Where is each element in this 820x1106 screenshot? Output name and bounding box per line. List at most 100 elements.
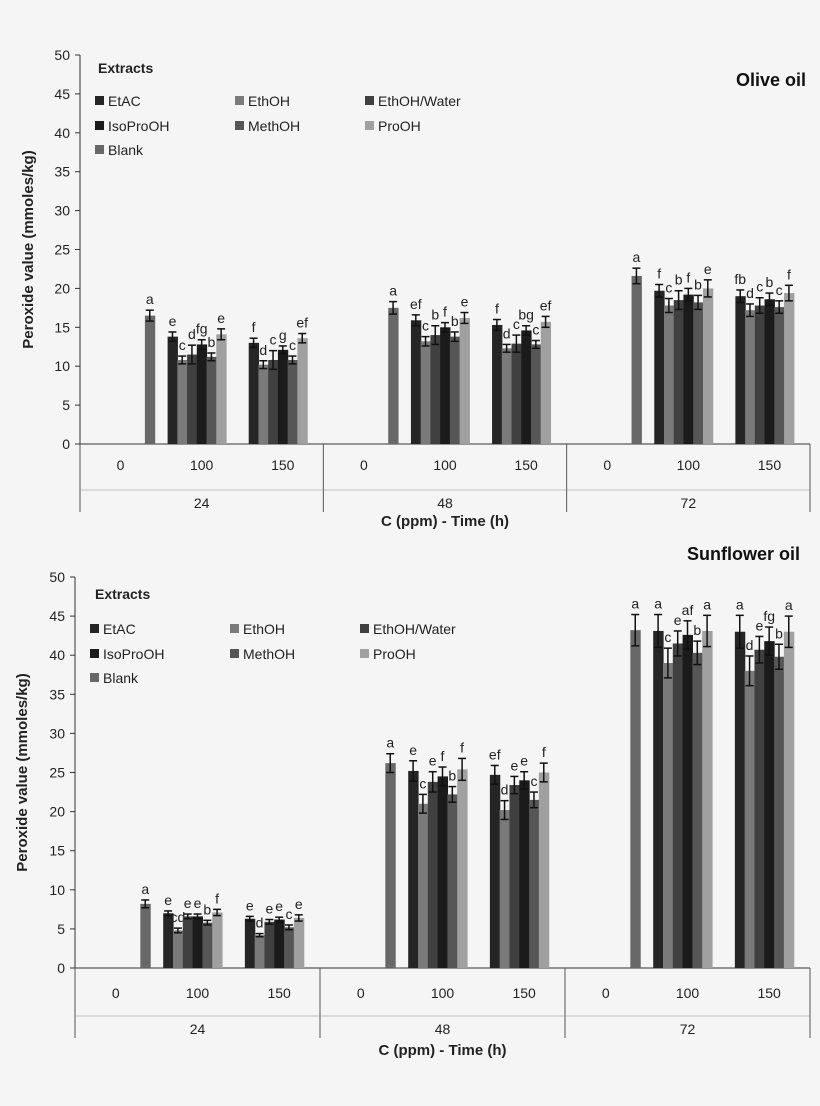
significance-letter: a xyxy=(146,291,154,307)
significance-letter: c xyxy=(419,775,426,791)
legend-label: IsoProOH xyxy=(103,646,164,662)
chart-2: 0 5 10 15 20 25 30 35 40 45 50 Peroxide value (mmol… xyxy=(14,544,811,1059)
significance-letter: fg xyxy=(763,608,775,624)
bar-ethoh-water xyxy=(754,649,765,968)
bar-isoprooh xyxy=(274,919,285,968)
significance-letter: e xyxy=(169,313,177,329)
bar-ethoh xyxy=(663,663,674,968)
significance-letter: f xyxy=(657,266,661,282)
significance-letter: c xyxy=(776,282,783,298)
legend-swatch xyxy=(360,624,369,633)
bar-ethoh xyxy=(177,359,188,444)
bar-prooh xyxy=(212,912,223,968)
significance-letter: a xyxy=(703,596,711,612)
significance-letter: c xyxy=(289,337,296,353)
significance-letter: e xyxy=(275,898,283,914)
significance-letter: fg xyxy=(196,321,208,337)
significance-letter: e xyxy=(674,612,682,628)
bar-prooh xyxy=(783,631,795,968)
significance-letter: e xyxy=(429,753,437,769)
significance-letter: c xyxy=(756,279,763,295)
bar-prooh xyxy=(293,917,305,968)
y-tick-label: 15 xyxy=(49,843,65,859)
bar-etac xyxy=(489,774,501,968)
y-tick-label: 45 xyxy=(54,86,70,102)
bar-ethoh-water xyxy=(672,643,684,968)
legend-swatch xyxy=(230,624,239,633)
y-tick-label: 25 xyxy=(49,765,65,781)
significance-letter: f xyxy=(443,304,447,320)
subcategory-label: 150 xyxy=(757,985,781,1001)
legend-item: IsoProOH xyxy=(95,118,169,134)
y-tick-label: 30 xyxy=(54,203,70,219)
legend-item: ProOH xyxy=(365,118,421,134)
legend-swatch xyxy=(365,121,374,130)
legend-label: EthOH xyxy=(248,93,290,109)
y-tick-label: 0 xyxy=(57,960,65,976)
bar-isoprooh xyxy=(196,344,208,444)
group-label: 48 xyxy=(435,1021,451,1037)
bar-ethoh xyxy=(254,935,266,968)
bar-ethoh-water xyxy=(754,305,766,444)
legend-title: Extracts xyxy=(98,60,153,76)
bar-blank xyxy=(385,763,396,968)
bar-etac xyxy=(492,324,503,444)
significance-letter: b xyxy=(431,307,439,323)
significance-letter: a xyxy=(654,596,662,612)
y-tick-label: 10 xyxy=(49,882,65,898)
bar-blank xyxy=(630,630,641,968)
subcategory-label: 100 xyxy=(433,457,457,473)
significance-letter: f xyxy=(460,739,464,755)
y-tick-label: 40 xyxy=(54,125,70,141)
significance-letter: f xyxy=(215,890,219,906)
legend-swatch xyxy=(90,649,99,658)
subcategory-label: 150 xyxy=(271,457,295,473)
significance-letter: d xyxy=(746,637,754,653)
legend-label: ProOH xyxy=(373,646,416,662)
significance-letter: e xyxy=(520,753,528,769)
y-tick-label: 5 xyxy=(57,921,65,937)
legend-label: EtAC xyxy=(103,621,136,637)
y-tick-label: 20 xyxy=(54,280,70,296)
bar-ethoh-water xyxy=(268,359,279,444)
significance-letter: e xyxy=(184,895,192,911)
legend-item: MethOH xyxy=(235,118,300,134)
legend-item: EthOH/Water xyxy=(365,93,461,109)
significance-letter: af xyxy=(682,602,694,618)
legend-item: Blank xyxy=(90,670,139,686)
significance-letter: a xyxy=(386,735,394,751)
bar-isoprooh xyxy=(437,776,448,968)
group-label: 72 xyxy=(681,495,697,511)
bar-ethoh-water xyxy=(509,785,520,968)
y-tick-label: 45 xyxy=(49,608,65,624)
bar-isoprooh xyxy=(192,916,203,968)
bar-methoh xyxy=(529,799,540,968)
legend: Extracts EtAC EthOH EthOH/Water IsoProOH Meth… xyxy=(90,586,456,686)
bar-blank xyxy=(388,307,399,444)
significance-letter: ef xyxy=(540,297,552,313)
bar-ethoh xyxy=(745,310,756,444)
legend-label: EtAC xyxy=(108,93,141,109)
legend-swatch xyxy=(360,649,369,658)
bar-blank xyxy=(140,903,151,968)
group-label: 72 xyxy=(680,1021,696,1037)
bar-isoprooh xyxy=(519,780,530,968)
bar-isoprooh xyxy=(683,294,694,444)
legend: Extracts EtAC EthOH EthOH/Water IsoProOH Meth… xyxy=(95,60,461,158)
bar-prooh xyxy=(216,334,227,444)
bar-isoprooh xyxy=(277,349,289,444)
bar-ethoh-water xyxy=(264,921,275,968)
significance-letter: f xyxy=(542,744,546,760)
y-tick-label: 35 xyxy=(49,686,65,702)
legend-item: EtAC xyxy=(95,93,141,109)
bar-ethoh xyxy=(173,930,184,968)
legend-item: EtAC xyxy=(90,621,136,637)
significance-letter: e xyxy=(409,742,417,758)
significance-letter: b xyxy=(203,901,211,917)
significance-letter: e xyxy=(164,892,172,908)
bar-etac xyxy=(408,770,419,968)
bar-ethoh xyxy=(258,364,269,444)
bar-methoh xyxy=(693,302,704,444)
legend-item: ProOH xyxy=(360,646,416,662)
